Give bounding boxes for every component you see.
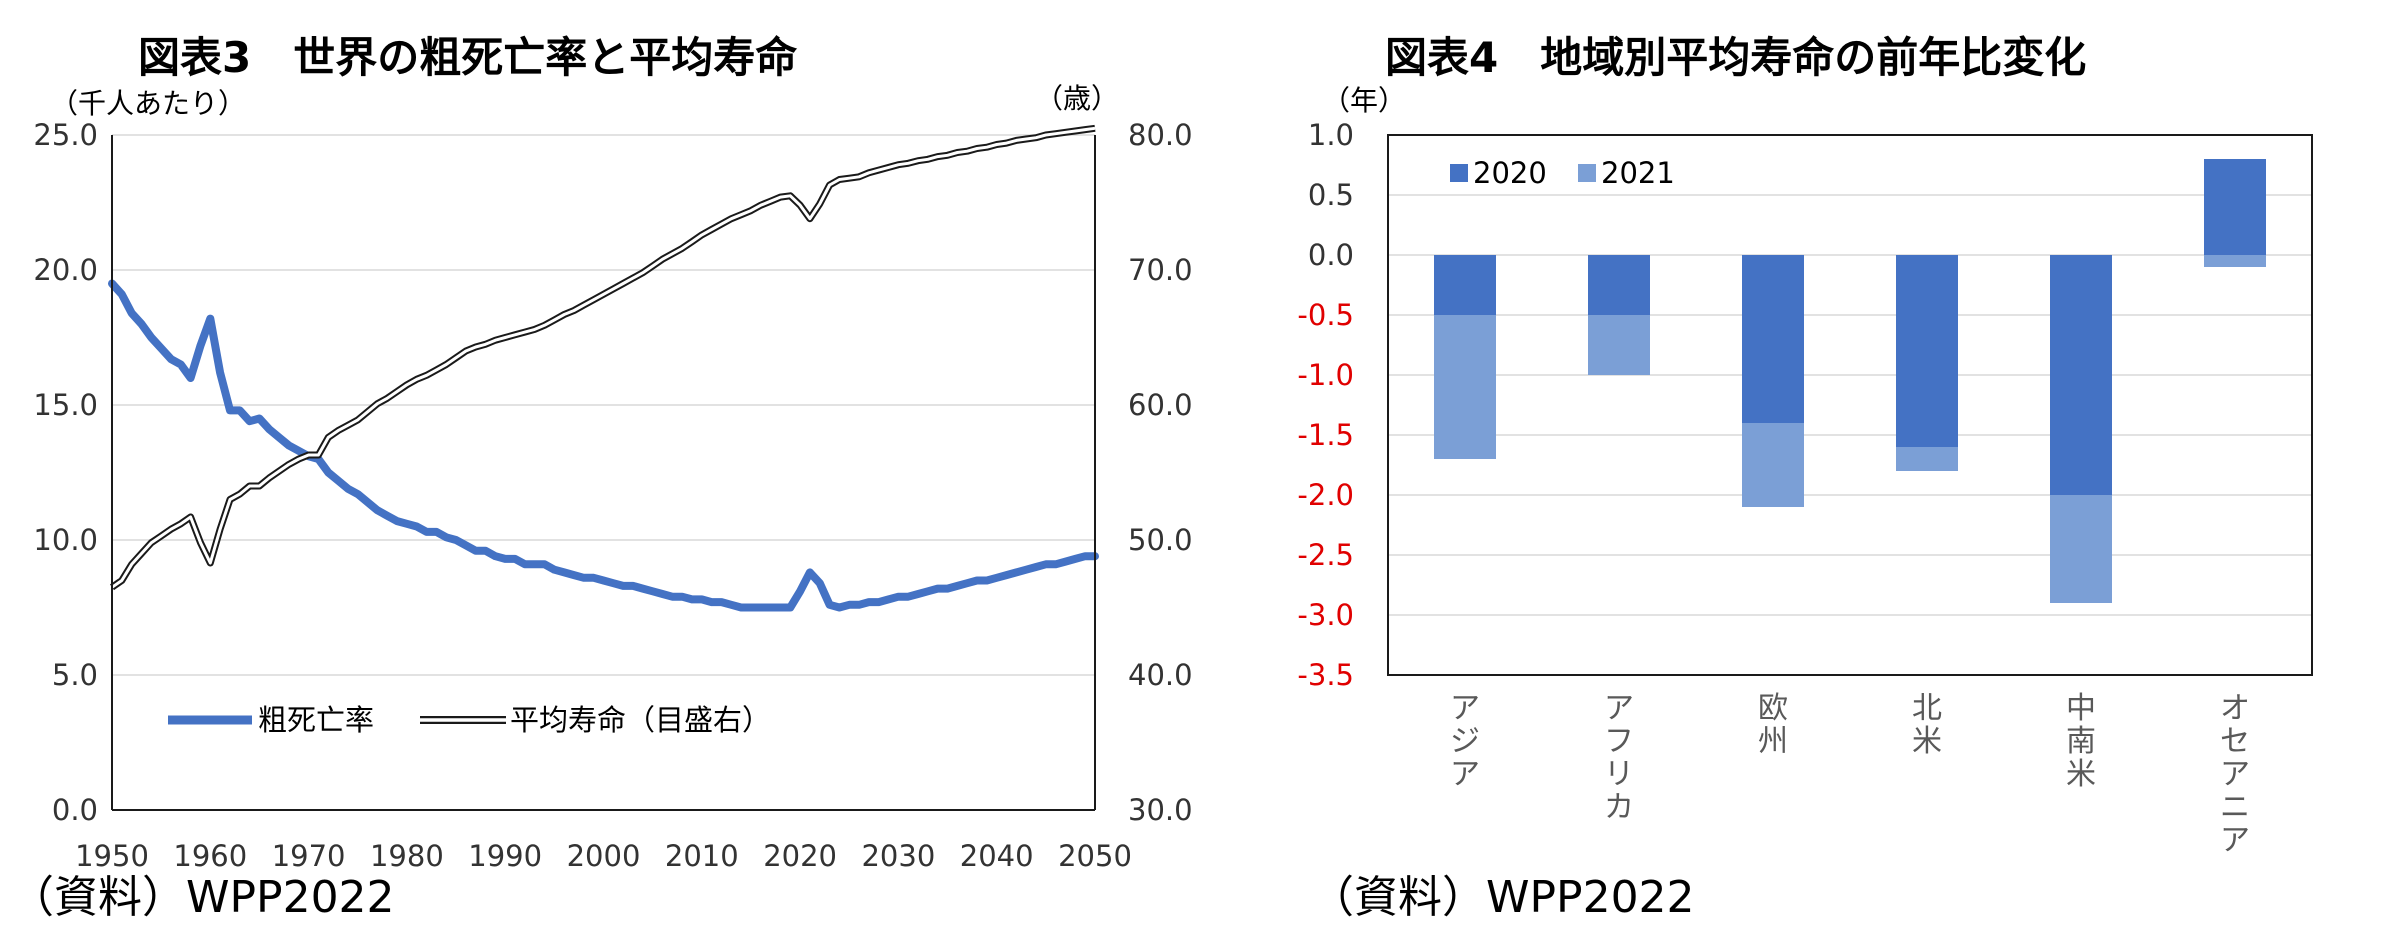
y2-tick-label: 80.0 [1128, 118, 1193, 152]
chart-3-y2-ticks: 30.0 40.0 50.0 60.0 70.0 80.0 [1128, 118, 1193, 827]
category-label-char: ア [2220, 823, 2250, 858]
category-label-char: 中 [2066, 691, 2096, 726]
y2-tick-label: 50.0 [1128, 523, 1193, 557]
x-tick-label: 2050 [1058, 839, 1132, 873]
bar-2021 [1896, 447, 1958, 471]
bar-2020 [1896, 255, 1958, 447]
bar-2020 [1588, 255, 1650, 315]
chart-4-title: 図表4 地域別平均寿命の前年比変化 [1385, 33, 2086, 82]
y-tick-label: 20.0 [33, 253, 98, 287]
legend-label-2020: 2020 [1473, 156, 1547, 190]
chart-4: 図表4 地域別平均寿命の前年比変化 （年） 1.0 0.5 0.0 -0.5 -1.0 -… [1297, 33, 2313, 923]
category-label-char: 米 [1912, 724, 1942, 759]
chart-4-axis-unit: （年） [1322, 84, 1406, 117]
category-label-char: 北 [1912, 691, 1942, 726]
y-tick-label: -3.5 [1297, 658, 1354, 692]
y-tick-label: 25.0 [33, 118, 98, 152]
legend-label-2021: 2021 [1601, 156, 1675, 190]
y-tick-label: 15.0 [33, 388, 98, 422]
legend-label-life-expectancy: 平均寿命（目盛右） [510, 703, 771, 737]
series-line-life-expectancy [111, 126, 1096, 589]
x-tick-label: 2000 [567, 839, 641, 873]
y-tick-label: 0.5 [1308, 178, 1354, 212]
chart-3-x-ticks: 1950 1960 1970 1980 1990 2000 2010 2020 2030 2040… [75, 839, 1132, 873]
category-label-char: セ [2220, 724, 2250, 759]
category-label-char: リ [1604, 757, 1634, 792]
bar-2020 [1742, 255, 1804, 423]
category-label-char: カ [1604, 790, 1634, 825]
chart-4-bars [1434, 159, 2266, 603]
category-label-char: フ [1604, 724, 1634, 759]
y-tick-label: 10.0 [33, 523, 98, 557]
chart-4-legend: 2020 2021 [1450, 156, 1675, 190]
bar-2021 [1742, 423, 1804, 507]
x-tick-label: 2040 [960, 839, 1034, 873]
y-tick-label: -2.0 [1297, 478, 1354, 512]
category-label-char: 米 [2066, 757, 2096, 792]
chart-3-series [108, 124, 1099, 612]
series-line-life-expectancy-outline [110, 124, 1096, 591]
chart-3-source: （資料）WPP2022 [10, 872, 395, 923]
bar-2021 [2050, 495, 2112, 603]
y-tick-label: 1.0 [1308, 118, 1354, 152]
x-tick-label: 1950 [75, 839, 149, 873]
category-label-char: ア [1604, 691, 1634, 726]
y2-tick-label: 60.0 [1128, 388, 1193, 422]
chart-4-plot-frame [1387, 134, 2313, 676]
series-line-death-rate [108, 279, 1099, 612]
legend-label-death-rate: 粗死亡率 [258, 703, 374, 737]
y-tick-label: -2.5 [1297, 538, 1354, 572]
category-label-char: ジ [1450, 724, 1480, 759]
x-tick-label: 1980 [370, 839, 444, 873]
y2-tick-label: 30.0 [1128, 793, 1193, 827]
category-label-char: ア [2220, 757, 2250, 792]
category-label-char: ア [1450, 757, 1480, 792]
x-tick-label: 2030 [861, 839, 935, 873]
category-label-char: オ [2220, 691, 2250, 726]
left-axis-unit: （千人あたり） [50, 87, 246, 120]
y-tick-label: 5.0 [52, 658, 98, 692]
category-label-char: 州 [1758, 724, 1788, 759]
bar-2021 [1434, 315, 1496, 459]
right-axis-unit: （歳） [1035, 82, 1119, 115]
y2-tick-label: 40.0 [1128, 658, 1193, 692]
y-tick-label: -0.5 [1297, 298, 1354, 332]
x-tick-label: 1970 [272, 839, 346, 873]
chart-3-gridlines [112, 134, 1095, 676]
bar-2021 [1588, 315, 1650, 375]
y-tick-label: -3.0 [1297, 598, 1354, 632]
legend-swatch-2021 [1578, 164, 1596, 182]
legend-swatch-2020 [1450, 164, 1468, 182]
x-tick-label: 1990 [468, 839, 542, 873]
chart-3-title: 図表3 世界の粗死亡率と平均寿命 [138, 33, 797, 82]
category-label-char: 南 [2066, 724, 2096, 759]
bar-2020 [2050, 255, 2112, 495]
y-tick-label: 0.0 [52, 793, 98, 827]
x-tick-label: 2020 [763, 839, 837, 873]
category-label-char: ア [1450, 691, 1480, 726]
y-tick-label: 0.0 [1308, 238, 1354, 272]
y2-tick-label: 70.0 [1128, 253, 1193, 287]
category-label-char: ニ [2220, 790, 2250, 825]
bar-2021 [2204, 255, 2266, 267]
chart-3-y-ticks: 0.0 5.0 10.0 15.0 20.0 25.0 [33, 118, 98, 827]
chart-3: 図表3 世界の粗死亡率と平均寿命 （千人あたり） （歳） 0.0 5.0 10.0 1… [10, 33, 1193, 923]
chart-4-source: （資料）WPP2022 [1310, 872, 1695, 923]
bar-2020 [2204, 159, 2266, 255]
category-label-char: 欧 [1758, 691, 1788, 726]
chart-3-legend: 粗死亡率 平均寿命（目盛右） [168, 703, 771, 737]
y-tick-label: -1.0 [1297, 358, 1354, 392]
y-tick-label: -1.5 [1297, 418, 1354, 452]
x-tick-label: 2010 [665, 839, 739, 873]
chart-4-y-ticks: 1.0 0.5 0.0 -0.5 -1.0 -1.5 -2.0 -2.5 -3.0 -3.5 [1297, 118, 1354, 692]
x-tick-label: 1960 [173, 839, 247, 873]
bar-2020 [1434, 255, 1496, 315]
chart-4-gridlines [1388, 194, 2312, 616]
